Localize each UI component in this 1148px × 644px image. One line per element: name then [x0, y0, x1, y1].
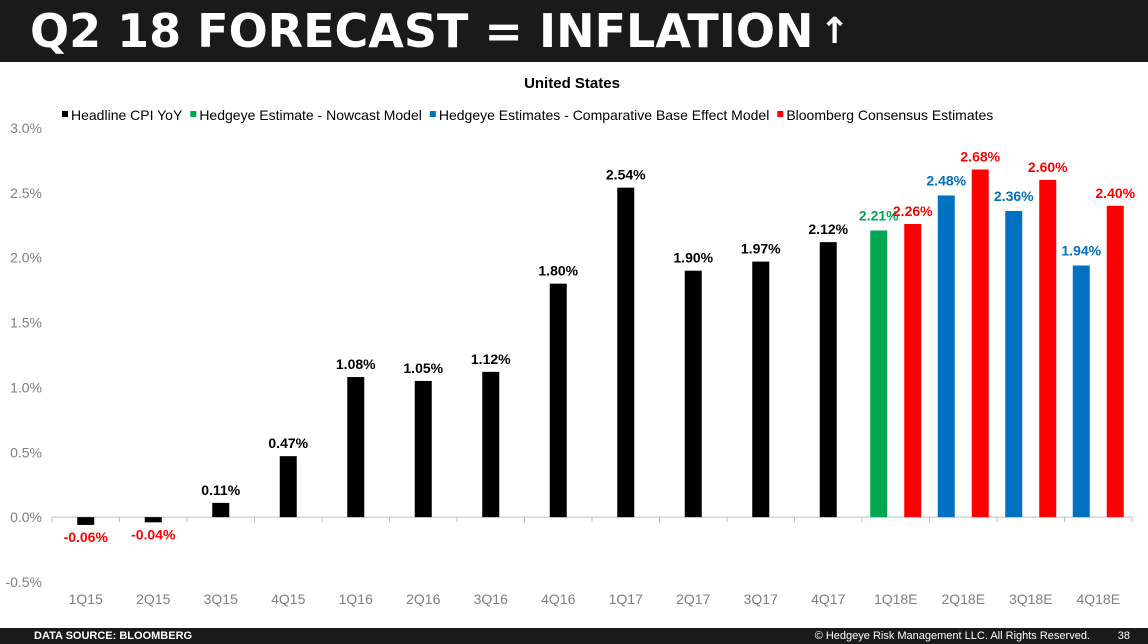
bar-headline-2Q17 — [684, 270, 702, 518]
data-label-headline-2Q17: 1.90% — [673, 250, 713, 266]
data-source: DATA SOURCE: BLOOMBERG — [34, 630, 193, 642]
x-tick-label: 2Q18E — [941, 591, 985, 607]
x-tick-label: 4Q17 — [811, 591, 845, 607]
data-label-headline-1Q15: -0.06% — [64, 529, 109, 545]
x-tick-label: 2Q15 — [136, 591, 170, 607]
page-title-text: Q2 18 FORECAST = INFLATION — [30, 4, 814, 58]
data-label-comparative-4Q18E: 1.94% — [1061, 242, 1101, 258]
chart-title: United States — [524, 75, 620, 92]
legend-swatch-3 — [777, 111, 784, 117]
legend-swatch-0 — [62, 111, 68, 117]
bar-bloomberg-1Q18E — [904, 223, 922, 518]
legend-label-0: Headline CPI YoY — [71, 107, 183, 123]
data-label-headline-1Q17: 2.54% — [606, 167, 646, 183]
y-tick-label: -0.5% — [5, 574, 42, 590]
bar-bloomberg-2Q18E — [971, 169, 989, 518]
x-tick-label: 3Q16 — [474, 591, 508, 607]
page-number: 38 — [1117, 630, 1130, 642]
data-label-headline-3Q15: 0.11% — [201, 482, 240, 498]
header-bar: Q2 18 FORECAST = INFLATION ↑ — [0, 0, 1148, 62]
bar-comparative-4Q18E — [1072, 265, 1090, 518]
page-title: Q2 18 FORECAST = INFLATION ↑ — [30, 2, 850, 61]
bar-headline-2Q16 — [414, 380, 432, 518]
data-label-bloomberg-3Q18E: 2.60% — [1028, 159, 1068, 175]
x-tick-label: 2Q17 — [676, 591, 710, 607]
data-label-comparative-2Q18E: 2.48% — [926, 172, 966, 188]
data-label-headline-4Q15: 0.47% — [268, 435, 308, 451]
y-tick-label: 2.5% — [10, 185, 42, 201]
bar-headline-1Q15 — [77, 517, 95, 525]
bar-headline-3Q15 — [212, 502, 230, 518]
x-tick-label: 3Q17 — [744, 591, 778, 607]
data-label-comparative-3Q18E: 2.36% — [994, 188, 1034, 204]
data-label-bloomberg-4Q18E: 2.40% — [1095, 185, 1135, 201]
x-tick-label: 1Q18E — [874, 591, 918, 607]
bars — [77, 169, 1124, 525]
bar-headline-4Q17 — [819, 242, 837, 518]
legend-label-3: Bloomberg Consensus Estimates — [786, 107, 993, 123]
y-tick-label: 0.5% — [10, 444, 42, 460]
y-tick-label: 2.0% — [10, 250, 42, 266]
x-tick-label: 4Q15 — [271, 591, 305, 607]
x-tick-label: 3Q15 — [204, 591, 238, 607]
bar-headline-4Q16 — [549, 283, 567, 518]
y-tick-label: 0.0% — [10, 509, 42, 525]
bar-headline-4Q15 — [279, 456, 297, 518]
footer-bar: DATA SOURCE: BLOOMBERG © Hedgeye Risk Ma… — [0, 628, 1148, 644]
data-label-bloomberg-1Q18E: 2.26% — [893, 203, 933, 219]
y-tick-label: 1.0% — [10, 379, 42, 395]
bar-headline-3Q16 — [482, 371, 500, 518]
x-tick-label: 3Q18E — [1009, 591, 1053, 607]
legend-label-1: Hedgeye Estimate - Nowcast Model — [199, 107, 422, 123]
legend-label-2: Hedgeye Estimates - Comparative Base Eff… — [439, 107, 769, 123]
legend-swatch-2 — [429, 111, 436, 117]
copyright-notice: © Hedgeye Risk Management LLC. All Right… — [814, 630, 1090, 642]
data-label-nowcast-1Q18E: 2.21% — [859, 207, 899, 223]
bar-headline-1Q17 — [617, 187, 635, 518]
x-tick-label: 4Q18E — [1076, 591, 1120, 607]
bar-headline-1Q16 — [347, 377, 365, 518]
x-tick-label: 1Q16 — [339, 591, 373, 607]
up-arrow-icon: ↑ — [819, 11, 850, 52]
bar-comparative-3Q18E — [1005, 211, 1023, 518]
data-label-headline-3Q17: 1.97% — [741, 241, 781, 257]
legend-swatch-1 — [190, 111, 197, 117]
data-label-headline-3Q16: 1.12% — [471, 351, 511, 367]
y-tick-label: 1.5% — [10, 315, 42, 331]
x-tick-label: 1Q17 — [609, 591, 643, 607]
x-tick-label: 4Q16 — [541, 591, 575, 607]
bar-headline-2Q15 — [144, 517, 162, 523]
data-label-headline-4Q16: 1.80% — [538, 263, 578, 279]
y-tick-label: 3.0% — [10, 120, 42, 136]
inflation-forecast-chart: United States Headline CPI YoY Hedgeye Est… — [5, 75, 1136, 607]
x-tick-label: 1Q15 — [69, 591, 103, 607]
bar-headline-3Q17 — [752, 261, 770, 518]
data-labels: -0.06% -0.04% 0.11% 0.47% 1.08% 1.05% 1.12% 1.8… — [64, 149, 1136, 545]
bar-nowcast-1Q18E — [870, 230, 888, 518]
y-axis: 3.0% 2.5% 2.0% 1.5% 1.0% 0.5% 0.0% -0.5% — [5, 120, 42, 590]
chart-legend: Headline CPI YoY Hedgeye Estimate - Nowca… — [62, 107, 993, 123]
bar-bloomberg-4Q18E — [1106, 205, 1124, 518]
data-label-headline-1Q16: 1.08% — [336, 356, 376, 372]
data-label-headline-2Q15: -0.04% — [131, 526, 176, 542]
data-label-headline-2Q16: 1.05% — [403, 360, 443, 376]
data-label-headline-4Q17: 2.12% — [808, 221, 848, 237]
bar-bloomberg-3Q18E — [1039, 179, 1057, 518]
x-axis: 1Q15 2Q15 3Q15 4Q15 1Q16 2Q16 3Q16 4Q16 1Q17 2Q17… — [69, 591, 1120, 607]
data-label-bloomberg-2Q18E: 2.68% — [960, 149, 1000, 165]
x-tick-label: 2Q16 — [406, 591, 440, 607]
bar-comparative-2Q18E — [937, 195, 955, 518]
